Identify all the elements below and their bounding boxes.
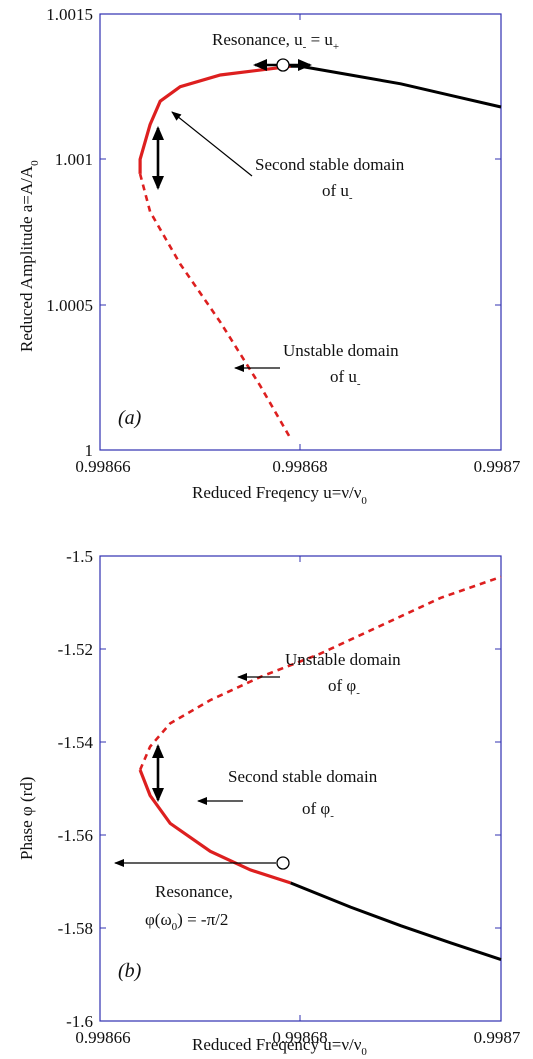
panel-a: 1.0015 1.001 1.0005 1 0.99866 0.99868 0.… xyxy=(17,5,521,507)
panel-a-frame xyxy=(99,13,502,451)
series-line-red-dashed xyxy=(138,575,502,771)
panel-b-label: (b) xyxy=(118,960,142,982)
panel-b-y-ticklabels: -1.5 -1.52 -1.54 -1.56 -1.58 -1.6 xyxy=(58,547,94,1031)
panel-a-x-ticklabels: 0.99866 0.99868 0.9987 xyxy=(75,457,521,476)
ytick-label: 1.0015 xyxy=(46,5,93,24)
xtick-label: 0.9987 xyxy=(474,1028,521,1047)
series-line-black-solid xyxy=(290,64,502,109)
ytick-label: -1.54 xyxy=(58,733,94,752)
panel-b-x-ticklabels: 0.99866 0.99868 0.9987 xyxy=(75,1028,521,1047)
panel-b: -1.5 -1.52 -1.54 -1.56 -1.58 -1.6 0.9986… xyxy=(17,547,521,1058)
panel-b-xlabel: Reduced Freqency u=ν/ν0 xyxy=(192,1035,367,1058)
ytick-label: -1.6 xyxy=(66,1012,93,1031)
annotation-resonance-line2: φ(ω0) = -π/2 xyxy=(145,910,228,933)
ytick-label: -1.5 xyxy=(66,547,93,566)
xtick-label: 0.99866 xyxy=(75,1028,130,1047)
annotation-unstable-line1: Unstable domain xyxy=(285,650,401,669)
resonance-point xyxy=(276,856,290,870)
ytick-label: 1.0005 xyxy=(46,296,93,315)
ytick-label: -1.58 xyxy=(58,919,93,938)
panel-a-curves xyxy=(138,64,502,440)
panel-a-y-ticklabels: 1.0015 1.001 1.0005 1 xyxy=(46,5,93,460)
panel-a-label: (a) xyxy=(118,407,142,429)
panel-b-frame xyxy=(99,555,502,1022)
annotation-unstable-line2: of u- xyxy=(330,367,361,390)
annotation-second-stable-line2: of u- xyxy=(322,181,353,204)
xtick-label: 0.99868 xyxy=(272,1028,327,1047)
series-line-red-solid xyxy=(138,769,291,885)
panel-a-ticks xyxy=(100,14,501,450)
xtick-label: 0.99866 xyxy=(75,457,130,476)
xtick-label: 0.9987 xyxy=(474,457,521,476)
annotation-second-stable-line2: of φ- xyxy=(302,799,334,822)
annotation-arrow-second-stable xyxy=(171,111,253,177)
ytick-label: -1.56 xyxy=(58,826,93,845)
annotation-second-stable-line1: Second stable domain xyxy=(255,155,405,174)
series-line-red-solid xyxy=(138,64,291,174)
annotation-resonance: Resonance, u- = u+ xyxy=(212,30,339,53)
series-line-black-solid xyxy=(289,881,502,962)
ytick-label: 1 xyxy=(85,441,94,460)
annotation-unstable-line1: Unstable domain xyxy=(283,341,399,360)
panel-b-ticks xyxy=(100,556,501,1021)
resonance-point xyxy=(276,58,290,72)
panel-a-xlabel: Reduced Freqency u=ν/ν0 xyxy=(192,483,367,507)
xtick-label: 0.99868 xyxy=(272,457,327,476)
panel-b-ylabel: Phase φ (rd) xyxy=(17,777,36,860)
annotation-second-stable-line1: Second stable domain xyxy=(228,767,378,786)
ytick-label: 1.001 xyxy=(55,150,93,169)
annotation-resonance-line1: Resonance, xyxy=(155,882,233,901)
ytick-label: -1.52 xyxy=(58,640,93,659)
series-line-red-dashed xyxy=(138,173,292,440)
annotation-unstable-line2: of φ- xyxy=(328,676,360,699)
panel-a-ylabel: Reduced Amplitude a=A/A0 xyxy=(17,160,41,352)
